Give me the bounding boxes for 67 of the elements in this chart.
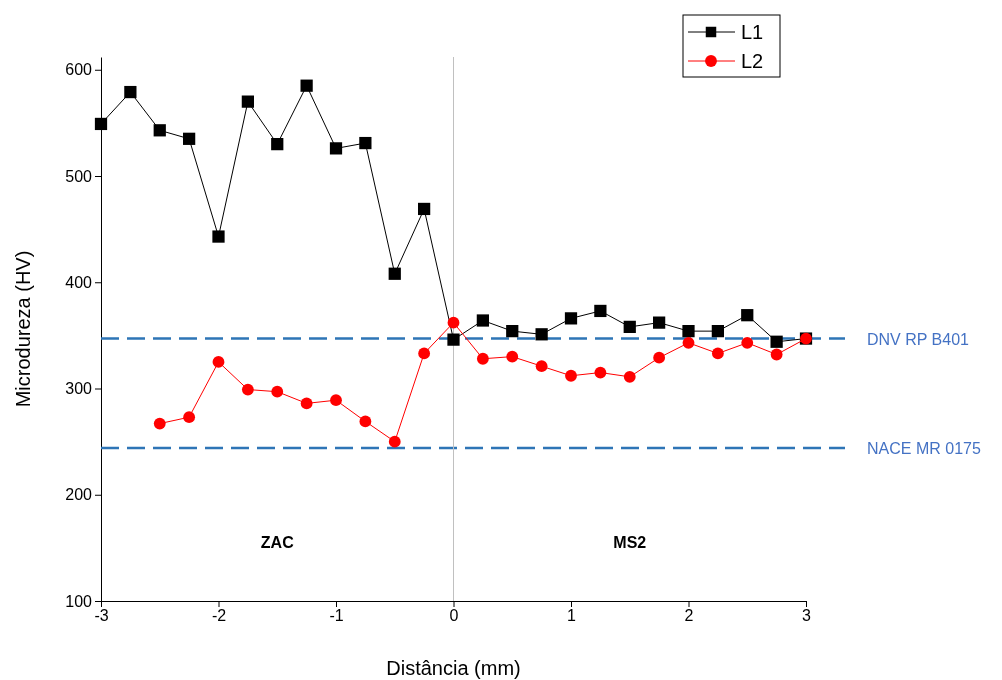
- ref-line-label: NACE MR 0175: [867, 440, 981, 457]
- point: [153, 417, 166, 430]
- point: [476, 352, 489, 365]
- x-tick-label: 2: [684, 607, 694, 625]
- annotation: ZAC: [260, 534, 295, 551]
- legend-label: L1: [741, 21, 764, 43]
- point: [300, 397, 313, 410]
- x-tick-label: -1: [329, 607, 344, 625]
- point: [388, 267, 401, 280]
- point: [271, 385, 284, 398]
- point: [564, 312, 578, 325]
- ref-line-label: DNV RP B401: [867, 330, 970, 348]
- point: [741, 309, 754, 322]
- point: [183, 132, 196, 145]
- point: [535, 360, 548, 373]
- point: [359, 415, 372, 428]
- point: [535, 328, 548, 341]
- point: [183, 411, 196, 424]
- point: [711, 325, 724, 338]
- point: [682, 325, 695, 338]
- point: [506, 350, 519, 363]
- point: [94, 117, 108, 131]
- y-tick-label: 300: [65, 380, 93, 398]
- point: [623, 370, 636, 383]
- legend-label: L2: [741, 50, 764, 72]
- point: [153, 124, 166, 137]
- point: [271, 138, 284, 151]
- point: [212, 356, 225, 368]
- point: [565, 369, 577, 382]
- point: [447, 316, 460, 329]
- point: [329, 142, 343, 155]
- point: [300, 79, 313, 92]
- point: [241, 383, 254, 396]
- point: [741, 336, 754, 349]
- point: [418, 347, 431, 360]
- y-tick-label: 600: [65, 61, 93, 79]
- point: [476, 314, 489, 327]
- point: [653, 351, 666, 364]
- point: [359, 136, 372, 150]
- annotation: MS2: [613, 534, 647, 551]
- x-tick-label: -3: [94, 607, 109, 625]
- x-tick-label: -2: [211, 607, 227, 625]
- point: [682, 336, 695, 349]
- y-tick-label: 400: [65, 273, 93, 291]
- point: [506, 325, 519, 338]
- y-tick-label: 100: [65, 592, 93, 610]
- point: [124, 85, 137, 99]
- point: [711, 347, 724, 360]
- point: [388, 435, 401, 448]
- y-axis-title: Microdureza (HV): [12, 250, 34, 408]
- point: [212, 230, 225, 243]
- point: [594, 304, 607, 318]
- x-axis-title: Distância (mm): [386, 657, 521, 679]
- point: [594, 366, 607, 379]
- point: [770, 335, 783, 348]
- point: [653, 316, 666, 329]
- point: [770, 348, 783, 361]
- y-tick-label: 500: [65, 167, 93, 185]
- point: [418, 202, 431, 216]
- x-tick-label: 0: [449, 607, 459, 625]
- y-tick-label: 200: [65, 486, 93, 504]
- x-tick-label: 1: [567, 607, 577, 625]
- point: [447, 333, 460, 346]
- x-tick-label: 3: [802, 607, 812, 625]
- point: [623, 320, 636, 333]
- point: [241, 95, 254, 108]
- point: [330, 394, 342, 407]
